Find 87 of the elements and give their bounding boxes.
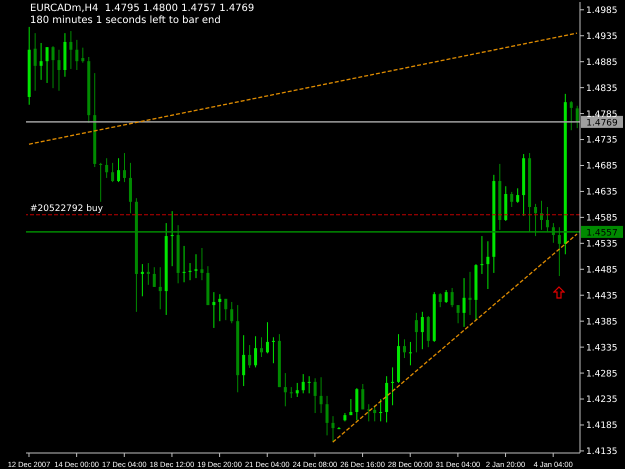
candlestick bbox=[194, 254, 198, 279]
candlestick bbox=[456, 304, 460, 324]
y-tick-label: 1.4935 bbox=[586, 32, 618, 42]
candlestick bbox=[81, 47, 84, 64]
y-tick-label: 1.4685 bbox=[586, 162, 618, 172]
y-tick-label: 1.4885 bbox=[586, 58, 618, 68]
candlestick bbox=[242, 334, 246, 387]
candlestick bbox=[361, 383, 364, 410]
candlestick bbox=[450, 287, 454, 308]
candlestick bbox=[52, 46, 55, 89]
candlestick bbox=[128, 162, 132, 214]
candlestick bbox=[111, 162, 114, 183]
y-tick-label: 1.4385 bbox=[586, 317, 618, 328]
candlestick bbox=[266, 322, 269, 354]
candlestick bbox=[516, 188, 520, 204]
candlestick bbox=[284, 372, 287, 407]
candlestick bbox=[224, 298, 228, 321]
candlestick bbox=[296, 382, 299, 398]
candlestick bbox=[188, 262, 192, 281]
candlestick bbox=[391, 366, 394, 406]
y-tick-label: 1.4535 bbox=[586, 240, 618, 250]
candlestick bbox=[332, 416, 334, 443]
chart-title: EURCADm,H4 1.4795 1.4800 1.4757 1.4769 bbox=[30, 3, 254, 14]
candlestick bbox=[200, 248, 204, 281]
y-tick-label: 1.4735 bbox=[586, 136, 618, 146]
candlestick bbox=[117, 158, 120, 183]
candlestick bbox=[355, 388, 358, 421]
candlestick bbox=[105, 158, 108, 178]
y-tick-label: 1.4835 bbox=[586, 84, 618, 94]
candlestick bbox=[152, 266, 156, 288]
candlestick bbox=[570, 100, 573, 131]
y-tick-label: 1.4585 bbox=[586, 214, 618, 224]
candlestick bbox=[308, 376, 311, 394]
candlestick bbox=[379, 398, 382, 422]
candlestick bbox=[218, 294, 222, 322]
ref-line-label: #20522792 buy bbox=[30, 204, 104, 214]
candlestick bbox=[248, 344, 252, 368]
candlestick bbox=[99, 162, 102, 202]
y-tick-label: 1.4635 bbox=[586, 188, 618, 198]
candlestick bbox=[212, 292, 216, 328]
ref-line-label: 1.4769 bbox=[586, 118, 618, 128]
candlestick bbox=[326, 395, 329, 436]
candlestick bbox=[408, 341, 412, 366]
y-tick-label: 1.4285 bbox=[586, 369, 618, 380]
candlestick bbox=[420, 311, 424, 350]
candlestick bbox=[349, 398, 352, 416]
candlestick bbox=[320, 376, 323, 414]
candlestick bbox=[480, 236, 484, 274]
candlestick bbox=[260, 336, 264, 358]
candlestick bbox=[182, 245, 186, 283]
y-tick-label: 1.4235 bbox=[586, 395, 618, 406]
candlestick bbox=[254, 336, 258, 368]
candlestick bbox=[75, 39, 78, 70]
candlestick bbox=[290, 386, 293, 398]
y-tick-label: 1.4485 bbox=[586, 265, 618, 276]
candlestick bbox=[486, 240, 490, 290]
candlestick bbox=[170, 210, 174, 267]
candlestick bbox=[272, 336, 275, 364]
candlestick bbox=[140, 264, 144, 297]
y-tick-label: 1.4435 bbox=[586, 291, 618, 302]
candlestick bbox=[123, 152, 126, 183]
candlestick bbox=[302, 374, 305, 394]
candlestick bbox=[46, 46, 49, 84]
candlestick bbox=[462, 278, 466, 328]
text: 180 minutes 1 seconds left to bar end bbox=[30, 15, 221, 26]
y-tick-label: 1.4335 bbox=[586, 343, 618, 354]
y-tick-label: 1.4185 bbox=[586, 421, 618, 432]
candlestick bbox=[34, 32, 37, 92]
candlestick bbox=[373, 404, 376, 422]
ref-line-label: 1.4557 bbox=[586, 228, 618, 238]
candlestick bbox=[40, 42, 43, 80]
candlestick bbox=[69, 30, 72, 70]
candlestick bbox=[158, 266, 162, 310]
candlestick bbox=[426, 315, 430, 348]
candlestick bbox=[146, 262, 150, 286]
y-tick-label: 1.4135 bbox=[586, 447, 618, 458]
candlestick bbox=[57, 49, 60, 92]
candlestick bbox=[230, 301, 234, 324]
candlestick bbox=[402, 338, 406, 359]
y-tick-label: 1.4985 bbox=[586, 6, 618, 16]
candlestick bbox=[314, 378, 317, 414]
candlestick bbox=[444, 290, 448, 304]
candlestick bbox=[576, 105, 579, 129]
candlestick bbox=[438, 292, 442, 308]
candlestick bbox=[414, 312, 418, 353]
candlestick bbox=[468, 271, 472, 316]
candlestick bbox=[510, 191, 514, 208]
